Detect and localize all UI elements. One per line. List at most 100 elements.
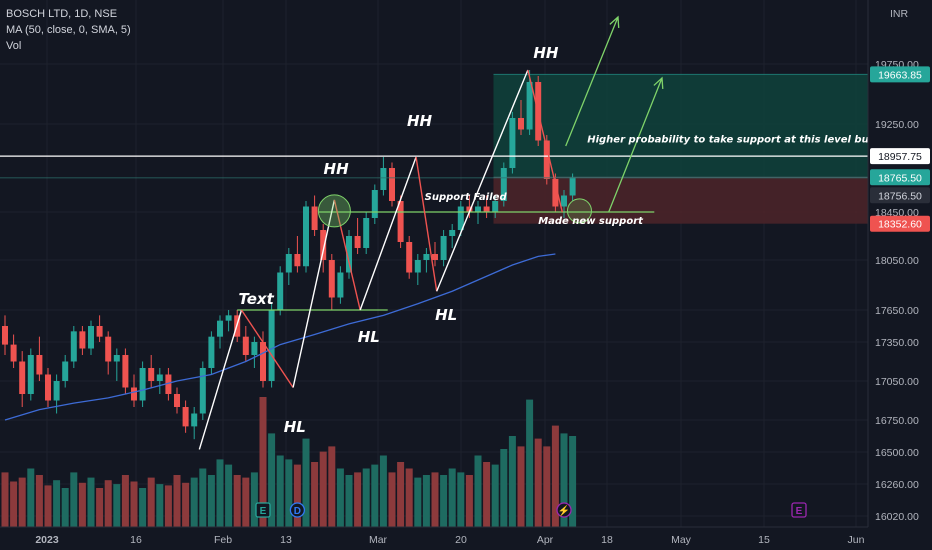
symbol-legend[interactable]: BOSCH LTD, 1D, NSE xyxy=(6,8,118,20)
volume-bar xyxy=(259,397,267,527)
candle-body xyxy=(397,201,404,242)
price-axis[interactable]: INR 16020.00 16260.00 16500.00 16750.00 17050… xyxy=(867,0,932,550)
event-marker-label: E xyxy=(796,506,803,517)
volume-bar xyxy=(87,477,95,527)
volume-bar xyxy=(474,455,482,527)
candle-body xyxy=(19,361,26,394)
volume-bar xyxy=(491,464,499,527)
candle-body xyxy=(285,254,292,273)
volume-bar xyxy=(517,446,525,527)
candle-body xyxy=(337,272,344,298)
chart-grid xyxy=(0,0,868,527)
take-profit-zone xyxy=(493,74,868,178)
candle-body xyxy=(2,326,8,345)
event-marker-dividend xyxy=(289,502,306,518)
candle-body xyxy=(543,140,550,179)
event-marker-earnings_future xyxy=(791,502,807,518)
volume-bar xyxy=(10,481,18,527)
volume-bar xyxy=(207,475,215,527)
hl-label-3: HL xyxy=(435,306,457,324)
candle-body xyxy=(475,206,481,212)
support-failed-label: Support Failed xyxy=(425,192,508,203)
hh-label-1: HH xyxy=(324,160,350,178)
ma-50-line xyxy=(4,253,556,421)
candle-body xyxy=(208,336,215,368)
volume-bar xyxy=(431,472,439,527)
volume-bar xyxy=(113,484,121,527)
time-tick-label: 20 xyxy=(455,534,467,546)
volume-bar xyxy=(78,482,86,527)
candle-body xyxy=(105,336,112,362)
price-tag-label: 18352.60 xyxy=(878,219,922,231)
ma-legend[interactable]: MA (50, close, 0, SMA, 5) xyxy=(6,24,131,36)
trend-segment xyxy=(198,309,243,450)
candle-body xyxy=(10,344,17,362)
volume-bar xyxy=(268,433,276,527)
volume-bars xyxy=(1,397,577,527)
candle-body xyxy=(45,374,51,401)
volume-bar xyxy=(293,464,301,527)
price-tag-label: 18756.50 xyxy=(878,190,922,202)
price-tick-label: 16020.00 xyxy=(875,511,919,523)
volume-legend[interactable]: Vol xyxy=(6,40,22,52)
candle-body xyxy=(552,179,559,207)
volume-bar xyxy=(70,472,78,527)
candle-body xyxy=(457,206,464,230)
volume-bar xyxy=(53,480,61,527)
time-tick-label: Feb xyxy=(214,534,232,546)
candle-body xyxy=(294,254,301,267)
volume-bar xyxy=(182,482,190,527)
text-label: Text xyxy=(238,290,274,308)
candle-body xyxy=(492,201,499,212)
candle-body xyxy=(251,342,258,355)
volume-bar xyxy=(319,451,327,527)
price-tag-bg xyxy=(870,148,930,165)
time-tick-label: 18 xyxy=(601,534,613,546)
volume-bar xyxy=(173,475,181,527)
volume-bar xyxy=(130,481,138,527)
volume-bar xyxy=(44,485,52,527)
volume-bar xyxy=(569,436,577,527)
candle-body xyxy=(225,315,232,321)
time-axis[interactable]: 2023 16 Feb 13 Mar 20 Apr 18 May 15 Jun xyxy=(0,526,868,546)
volume-bar xyxy=(526,399,534,527)
candle-body xyxy=(217,320,223,337)
candle-body xyxy=(414,260,421,273)
candle-body xyxy=(483,206,490,212)
volume-bar xyxy=(534,438,542,527)
volume-bar xyxy=(388,472,396,527)
volume-bar xyxy=(285,459,293,527)
chart-annotations: HH HH HH HL HL HL Text Support Failed Made new s… xyxy=(238,44,921,436)
hh-highlight-circle xyxy=(317,194,351,228)
price-tick-label: 16750.00 xyxy=(875,415,919,427)
candle-body xyxy=(500,168,507,201)
volume-bar xyxy=(216,459,224,527)
volume-bar xyxy=(147,477,155,527)
hh-label-2: HH xyxy=(407,112,433,130)
volume-bar xyxy=(500,449,508,527)
price-tick-label: 16260.00 xyxy=(875,479,919,491)
currency-label: INR xyxy=(890,8,909,20)
chart-legend: BOSCH LTD, 1D, NSE MA (50, close, 0, SMA… xyxy=(6,6,131,54)
price-tick-label: 16500.00 xyxy=(875,447,919,459)
event-markers: E D ⚡ E xyxy=(255,502,807,518)
candle-body xyxy=(509,118,516,168)
made-new-support-label: Made new support xyxy=(538,216,644,227)
volume-bar xyxy=(242,477,250,527)
volume-bar xyxy=(311,462,319,527)
time-tick-label: 13 xyxy=(280,534,292,546)
candle-body xyxy=(62,361,69,381)
trend-segment xyxy=(527,69,563,213)
volume-bar xyxy=(465,475,473,527)
volume-bar xyxy=(379,455,387,527)
candle-body xyxy=(466,206,473,212)
candle-body xyxy=(277,272,284,310)
price-tick-label: 19250.00 xyxy=(875,119,919,131)
volume-bar xyxy=(96,488,104,527)
price-tag-bg xyxy=(870,66,930,83)
volume-bar xyxy=(560,433,568,527)
candle-body xyxy=(191,413,198,427)
position-zones xyxy=(493,73,868,224)
time-tick-label: Jun xyxy=(848,534,865,546)
